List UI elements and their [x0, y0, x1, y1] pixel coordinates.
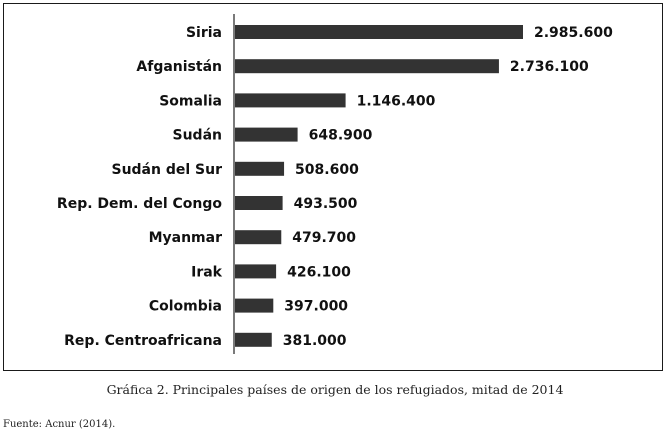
- chart-frame: Siria 2.985.600 Afganistán 2.736.100 Somalia…: [3, 3, 663, 371]
- value-label: 479.700: [292, 230, 356, 246]
- bar: [235, 230, 282, 245]
- bar: [235, 127, 298, 142]
- value-label: 493.500: [294, 196, 358, 212]
- value-label: 2.736.100: [510, 59, 589, 75]
- value-label: 508.600: [295, 162, 359, 178]
- value-label: 397.000: [284, 299, 348, 315]
- category-label: Somalia: [159, 93, 222, 109]
- category-label: Rep. Centroafricana: [64, 333, 222, 349]
- value-label: 648.900: [309, 128, 373, 144]
- value-label: 2.985.600: [534, 25, 613, 41]
- chart-caption: Gráfica 2. Principales países de origen …: [106, 382, 564, 397]
- bar: [235, 264, 277, 279]
- bar: [235, 196, 283, 210]
- bar: [235, 25, 523, 39]
- category-label: Siria: [186, 25, 222, 41]
- value-label: 426.100: [287, 264, 351, 280]
- category-label: Sudán: [173, 128, 223, 144]
- category-label: Irak: [191, 264, 223, 280]
- bar: [235, 161, 285, 176]
- category-label: Rep. Dem. del Congo: [57, 196, 222, 212]
- category-label: Myanmar: [149, 230, 223, 246]
- category-label: Colombia: [149, 299, 222, 315]
- category-label: Afganistán: [136, 59, 222, 75]
- value-label: 1.146.400: [357, 93, 436, 109]
- bar: [235, 298, 274, 313]
- category-label: Sudán del Sur: [111, 162, 222, 178]
- bar: [235, 93, 346, 108]
- source-note: Fuente: Acnur (2014).: [3, 419, 116, 430]
- bar: [235, 332, 272, 347]
- bar-chart: Siria 2.985.600 Afganistán 2.736.100 Somalia…: [57, 14, 613, 354]
- value-label: 381.000: [283, 333, 347, 349]
- bar: [235, 59, 499, 74]
